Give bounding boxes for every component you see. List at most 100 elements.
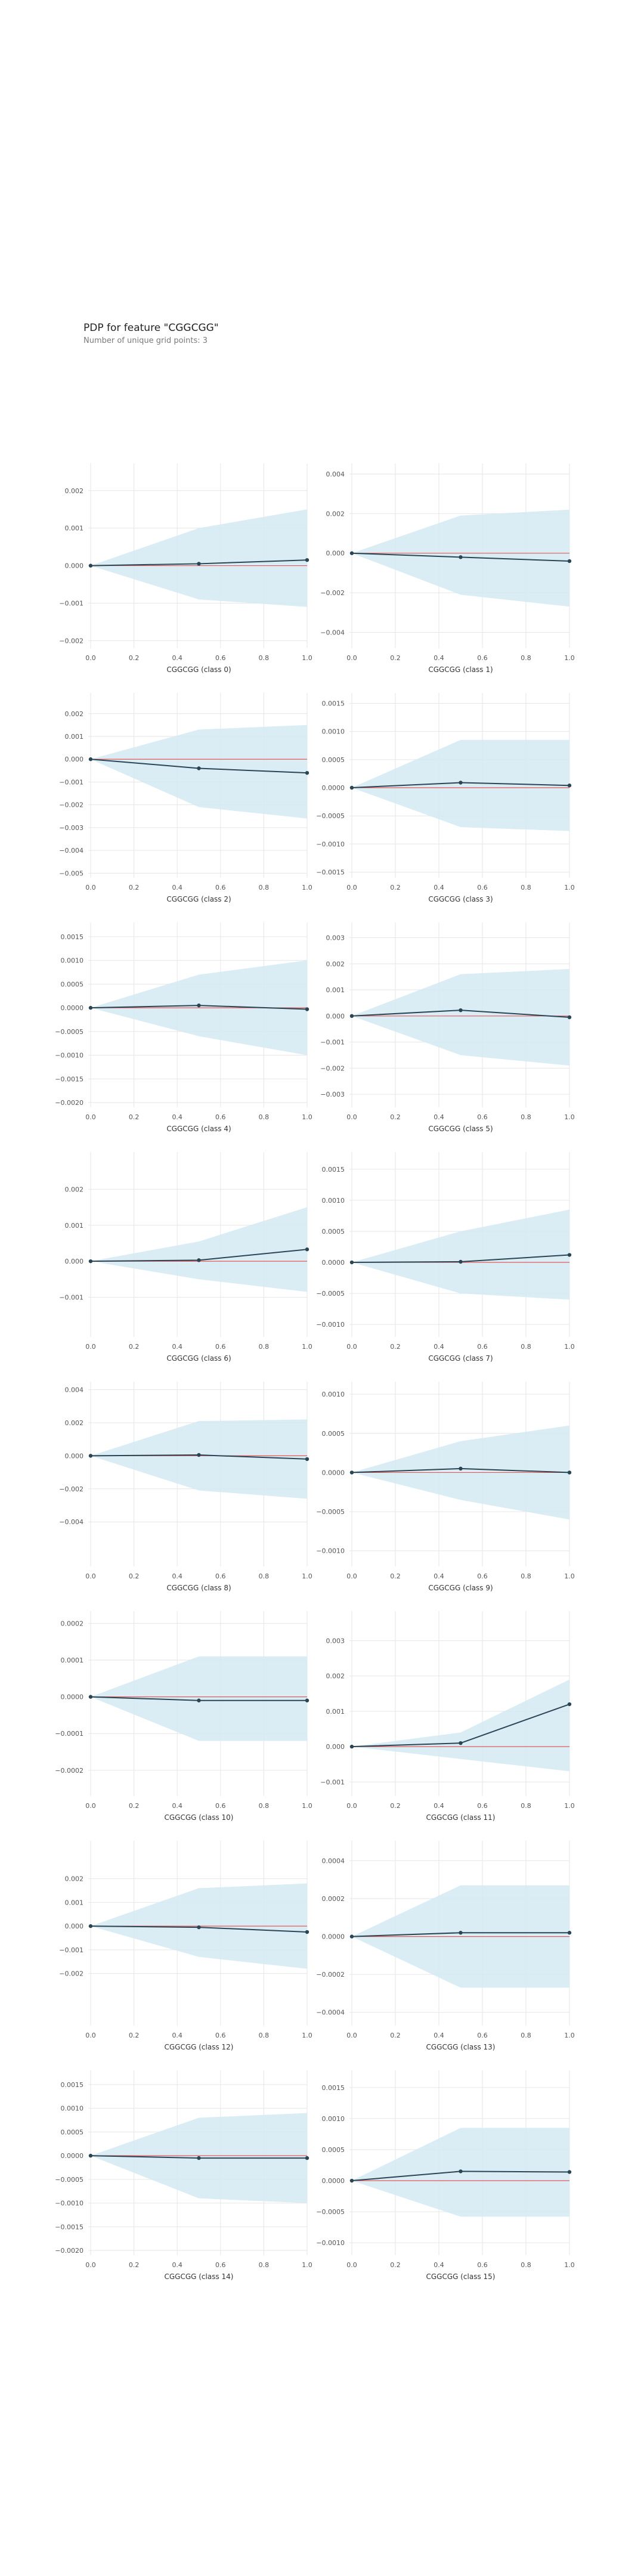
x-tick-label: 0.6 — [215, 884, 226, 891]
pdp-point — [305, 1007, 309, 1011]
subplot-class-12: 0.0 0.2 0.4 0.6 0.8 1.0 −0.002 −0.001 0.000 0.001… — [59, 1841, 312, 2051]
y-tick-label: −0.002 — [320, 1064, 345, 1072]
x-tick-label: 0.6 — [477, 1113, 488, 1121]
y-tick-label: 0.0005 — [61, 980, 84, 988]
y-tick-label: 0.0015 — [61, 933, 84, 941]
y-tick-label: 0.002 — [326, 510, 345, 518]
y-tick-label: −0.004 — [59, 1518, 83, 1526]
x-tick-label: 0.2 — [129, 1802, 140, 1810]
y-tick-label: −0.001 — [320, 1039, 345, 1046]
y-tick-label: −0.004 — [320, 628, 345, 636]
x-tick-label: 1.0 — [564, 1572, 575, 1580]
pdp-point — [88, 1005, 93, 1010]
x-tick-label: 0.8 — [259, 1343, 270, 1351]
subplot-class-7: 0.0 0.2 0.4 0.6 0.8 1.0 −0.0010 −0.0005 0.0000 0.… — [316, 1152, 575, 1363]
x-tick-label: 0.8 — [259, 2032, 270, 2039]
y-tick-label: 0.0000 — [322, 1933, 345, 1941]
y-tick-label: −0.0002 — [316, 1971, 345, 1979]
pdp-point — [305, 1930, 309, 1934]
pdp-point — [305, 1698, 309, 1702]
y-tick-label: 0.0000 — [322, 1259, 345, 1267]
y-tick-label: 0.0005 — [322, 1228, 345, 1236]
y-tick-label: −0.001 — [320, 1778, 345, 1786]
y-tick-label: −0.001 — [59, 1946, 83, 1954]
x-tick-label: 0.4 — [434, 884, 444, 891]
pdp-point — [349, 1014, 354, 1018]
y-tick-label: 0.0005 — [61, 2128, 84, 2136]
pdp-point — [567, 1702, 572, 1707]
y-tick-label: −0.002 — [59, 1485, 83, 1493]
y-tick-label: −0.0001 — [55, 1730, 83, 1738]
pdp-point — [459, 2169, 463, 2174]
y-tick-label: 0.0015 — [322, 699, 345, 707]
pdp-point — [567, 784, 572, 788]
y-tick-label: 0.0005 — [322, 756, 345, 764]
y-tick-label: 0.003 — [326, 1637, 345, 1645]
x-tick-label: 0.4 — [172, 2261, 182, 2269]
pdp-point — [459, 1741, 463, 1745]
x-tick-label: 0.2 — [390, 654, 401, 662]
x-tick-label: 0.2 — [390, 1343, 401, 1351]
y-tick-label: 0.001 — [65, 525, 84, 532]
subplot-class-11: 0.0 0.2 0.4 0.6 0.8 1.0 −0.001 0.000 0.001 0.002 0… — [320, 1611, 575, 1822]
x-tick-label: 0.6 — [477, 884, 488, 891]
x-tick-label: 1.0 — [302, 1802, 312, 1810]
y-tick-label: 0.002 — [65, 1419, 84, 1427]
x-tick-label: 0.0 — [85, 1572, 96, 1580]
y-tick-label: −0.002 — [59, 801, 83, 809]
pdp-point — [349, 1934, 354, 1939]
x-tick-label: 1.0 — [302, 1572, 312, 1580]
x-tick-label: 0.0 — [85, 2032, 96, 2039]
x-tick-label: 0.2 — [129, 1572, 140, 1580]
figure-title: PDP for feature "CGGCGG" — [83, 322, 219, 334]
pdp-point — [349, 1470, 354, 1475]
x-tick-label: 0.2 — [390, 1802, 401, 1810]
pdp-point — [567, 1015, 572, 1020]
pdp-point — [197, 1003, 201, 1008]
pdp-point — [197, 1698, 201, 1702]
x-tick-label: 0.8 — [259, 2261, 270, 2269]
y-tick-label: 0.000 — [65, 1258, 84, 1265]
x-tick-label: 0.0 — [346, 654, 357, 662]
y-tick-label: −0.003 — [59, 824, 83, 832]
x-axis-label: CGGCGG (class 0) — [166, 665, 231, 674]
x-tick-label: 0.4 — [434, 2261, 444, 2269]
pdp-point — [349, 551, 354, 555]
x-tick-label: 0.8 — [521, 1572, 531, 1580]
subplot-class-15: 0.0 0.2 0.4 0.6 0.8 1.0 −0.0010 −0.0005 0.0000 0.… — [316, 2070, 575, 2281]
y-tick-label: −0.0005 — [316, 1508, 345, 1516]
x-tick-label: 0.2 — [129, 2261, 140, 2269]
y-tick-label: −0.0020 — [55, 1099, 83, 1107]
y-tick-label: 0.0010 — [322, 2115, 345, 2123]
subplot-class-9: 0.0 0.2 0.4 0.6 0.8 1.0 −0.0010 −0.0005 0.0000 0.… — [316, 1382, 575, 1592]
confidence-band — [352, 1679, 569, 1772]
pdp-point — [88, 2153, 93, 2158]
pdp-point — [88, 1924, 93, 1928]
subplot-class-5: 0.0 0.2 0.4 0.6 0.8 1.0 −0.003 −0.002 −0.001 0.00… — [320, 922, 575, 1133]
x-tick-label: 0.4 — [172, 1572, 182, 1580]
pdp-point — [88, 757, 93, 761]
x-axis-label: CGGCGG (class 1) — [428, 665, 493, 674]
x-tick-label: 0.0 — [346, 2032, 357, 2039]
y-tick-label: 0.004 — [326, 470, 345, 478]
x-tick-label: 1.0 — [564, 1802, 575, 1810]
x-tick-label: 0.4 — [434, 1343, 444, 1351]
y-tick-label: 0.002 — [326, 960, 345, 968]
x-tick-label: 0.4 — [434, 2032, 444, 2039]
y-tick-label: 0.000 — [326, 1013, 345, 1020]
y-tick-label: −0.0005 — [316, 812, 345, 820]
x-tick-label: 0.2 — [129, 1343, 140, 1351]
y-tick-label: 0.002 — [65, 710, 84, 718]
confidence-band — [91, 724, 307, 819]
y-tick-label: 0.002 — [65, 487, 84, 495]
y-tick-label: 0.001 — [65, 1899, 84, 1906]
x-axis-label: CGGCGG (class 15) — [426, 2272, 495, 2281]
x-tick-label: 1.0 — [564, 654, 575, 662]
x-tick-label: 0.8 — [259, 654, 270, 662]
x-axis-label: CGGCGG (class 10) — [164, 1813, 233, 1822]
x-tick-label: 0.8 — [521, 2261, 531, 2269]
x-tick-label: 0.8 — [521, 884, 531, 891]
x-tick-label: 0.8 — [521, 1113, 531, 1121]
y-tick-label: −0.001 — [59, 778, 83, 786]
y-tick-label: 0.001 — [65, 1222, 84, 1230]
